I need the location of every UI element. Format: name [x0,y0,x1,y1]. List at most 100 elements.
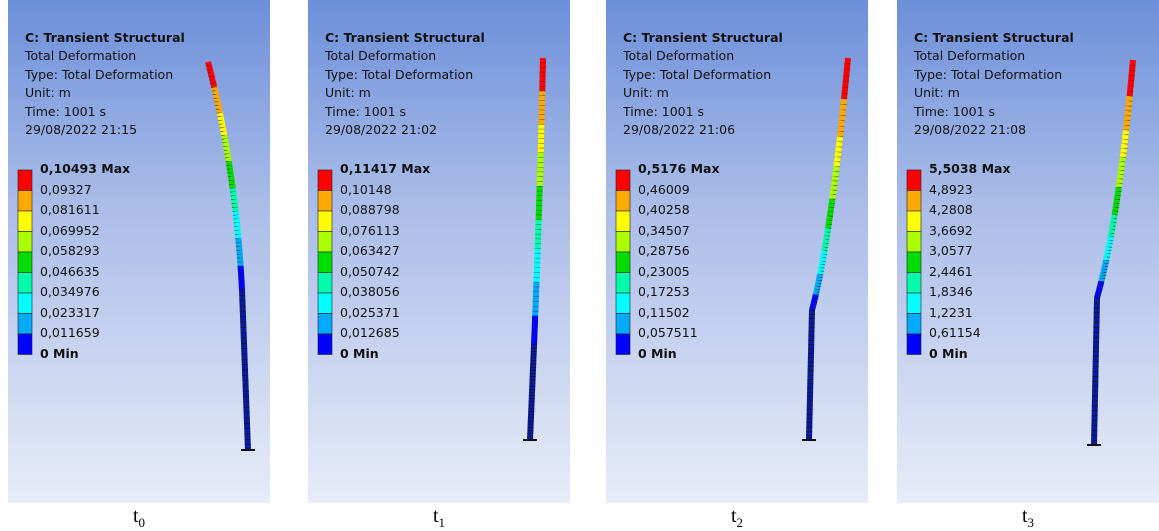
legend-swatch [18,232,32,253]
legend-label: 0,063427 [340,243,400,258]
legend-swatch [907,293,921,314]
beam-segment [208,62,209,66]
legend-swatch [18,252,32,273]
beam-segment [826,236,827,240]
beam-segment [843,105,844,111]
beam-segment [1127,116,1128,121]
legend-label: 0,023317 [40,305,100,320]
beam-segment [1109,240,1110,243]
beam-segment [1118,191,1119,195]
beam-segment [823,254,824,257]
legend-swatch [616,191,630,212]
legend-label: 0,61154 [929,325,981,340]
beam-segment [822,261,823,264]
beam-segment [821,265,822,268]
beam-segment [1113,219,1114,223]
beam-segment [216,95,217,99]
beam-segment [831,203,832,207]
beam-segment [1102,276,1103,279]
legend-label: 0,11417 Max [340,161,430,176]
beam-segment [219,109,220,113]
info-line: Total Deformation [325,48,436,63]
beam-segment [843,99,844,105]
legend-swatch [616,334,630,355]
beam-segment [1115,211,1116,215]
beam-segment [828,224,829,228]
legend-label: 0,076113 [340,223,400,238]
legend-swatch [616,273,630,294]
beam-segment [210,69,211,73]
beam-segment [832,195,833,199]
info-line: Type: Total Deformation [25,67,173,82]
legend-label: 0,5176 Max [638,161,720,176]
beam-segment [1122,162,1123,166]
legend-swatch [318,334,332,355]
beam-segment [217,98,218,102]
legend-swatch [318,314,332,335]
beam-segment [844,93,845,99]
info-line: Time: 1001 s [623,104,704,119]
beam-segment [1114,215,1115,219]
info-line: Total Deformation [25,48,136,63]
beam-segment [222,124,223,128]
legend-label: 0 Min [929,346,968,361]
legend-label: 0,057511 [638,325,698,340]
caption: t0 [119,505,159,531]
legend-label: 0,012685 [340,325,400,340]
legend-label: 0,09327 [40,182,92,197]
beam-segment [820,271,821,274]
beam-segment [1107,254,1108,257]
caption-sub: 1 [439,515,446,530]
beam-segment [816,289,817,292]
beam-segment [1118,187,1119,191]
beam-segment [1116,203,1117,207]
legend-label: 3,6692 [929,223,973,238]
info-line: Type: Total Deformation [623,67,771,82]
legend-swatch [18,170,32,191]
beam-segment [214,87,215,91]
beam-segment [815,295,816,298]
legend-label: 5,5038 Max [929,161,1011,176]
panel-title: C: Transient Structural [623,30,783,45]
beam-segment [846,76,847,82]
info-line: Total Deformation [914,48,1025,63]
legend-label: 0 Min [40,346,79,361]
beam-segment [846,70,847,76]
beam-segment [839,137,840,142]
info-line: 29/08/2022 21:06 [623,122,735,137]
beam-segment [213,80,214,84]
panel: C: Transient Structural Total Deformation… [606,0,868,503]
info-line: Unit: m [25,85,71,100]
legend-swatch [318,252,332,273]
beam-segment [812,308,813,310]
info-line: Time: 1001 s [25,104,106,119]
beam-segment [221,120,222,124]
beam-segment [1122,158,1123,162]
beam-segment [1123,153,1124,157]
beam-segment [834,181,835,186]
info-line: Type: Total Deformation [325,67,473,82]
legend-swatch [18,314,32,335]
legend-label: 0,025371 [340,305,400,320]
info-line: Total Deformation [623,48,734,63]
beam-segment [816,292,817,295]
info-line: 29/08/2022 21:08 [914,122,1026,137]
beam-segment [1129,96,1130,101]
beam-segment [833,186,834,191]
legend-swatch [18,211,32,232]
beam-segment [842,110,843,115]
beam-segment [837,157,838,162]
legend-label: 0 Min [340,346,379,361]
beam-segment [1126,125,1127,130]
beam-segment [1112,226,1113,230]
legend-label: 0,046635 [40,264,100,279]
info-line: Unit: m [623,85,669,100]
legend-label: 0,10148 [340,182,392,197]
beam-segment [229,165,230,169]
legend-swatch [318,273,332,294]
beam-segment [1103,273,1104,276]
legend-swatch [907,252,921,273]
beam-segment [209,66,210,70]
beam-segment [835,172,836,177]
beam-segment [1100,284,1101,287]
